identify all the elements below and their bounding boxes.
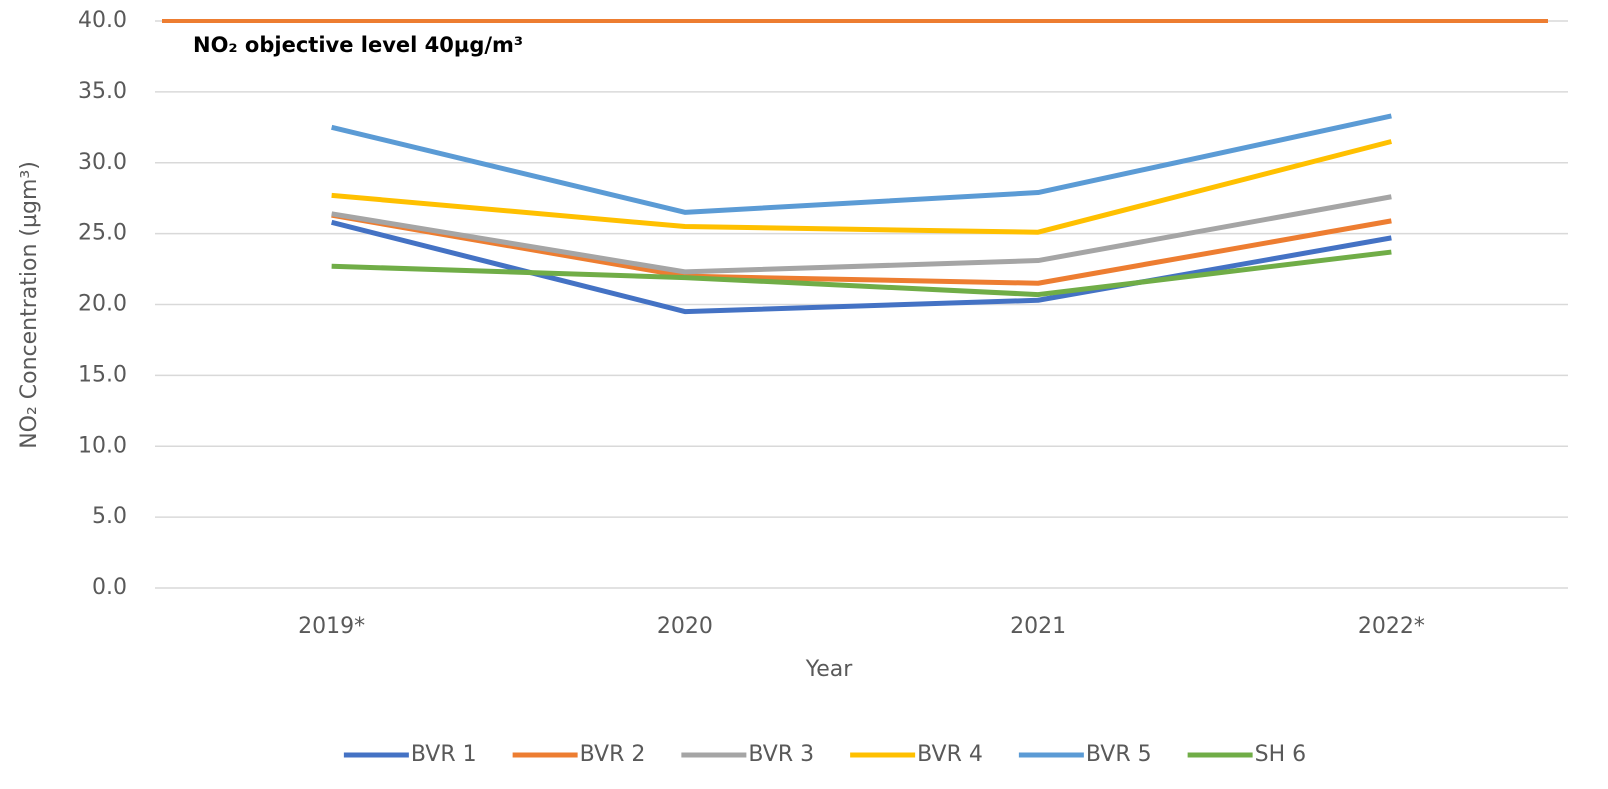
legend: BVR 1 BVR 2 BVR 3 BVR 4 BVR 5 SH 6 <box>343 742 1307 767</box>
y-tick-label: 20.0 <box>78 292 127 317</box>
series-line <box>331 113 1392 215</box>
legend-label: BVR 3 <box>748 742 814 767</box>
series-line <box>331 219 1392 315</box>
x-tick-label: 2020 <box>657 614 713 639</box>
x-axis-title: Year <box>805 657 854 682</box>
y-tick-label: 10.0 <box>78 433 127 458</box>
series-line <box>331 194 1392 275</box>
y-tick-label: 35.0 <box>78 79 127 104</box>
series-line <box>331 212 1392 286</box>
y-tick-label: 40.0 <box>78 8 127 33</box>
y-tick-label: 5.0 <box>92 504 127 529</box>
reference-label: NO₂ objective level 40µg/m³ <box>193 33 523 57</box>
legend-label: BVR 4 <box>917 742 983 767</box>
legend-label: SH 6 <box>1255 742 1307 767</box>
legend-label: BVR 5 <box>1086 742 1152 767</box>
y-tick-label: 30.0 <box>78 150 127 175</box>
x-tick-label: 2021 <box>1010 614 1066 639</box>
y-tick-label: 25.0 <box>78 221 127 246</box>
series-line <box>331 139 1392 235</box>
x-tick-label: 2019* <box>298 614 365 639</box>
y-tick-label: 0.0 <box>92 575 127 600</box>
y-axis-title: NO₂ Concentration (µgm³) <box>17 161 42 449</box>
x-tick-label: 2022* <box>1358 614 1425 639</box>
legend-label: BVR 2 <box>580 742 646 767</box>
legend-label: BVR 1 <box>411 742 477 767</box>
series-line <box>331 249 1392 298</box>
y-tick-label: 15.0 <box>78 362 127 387</box>
